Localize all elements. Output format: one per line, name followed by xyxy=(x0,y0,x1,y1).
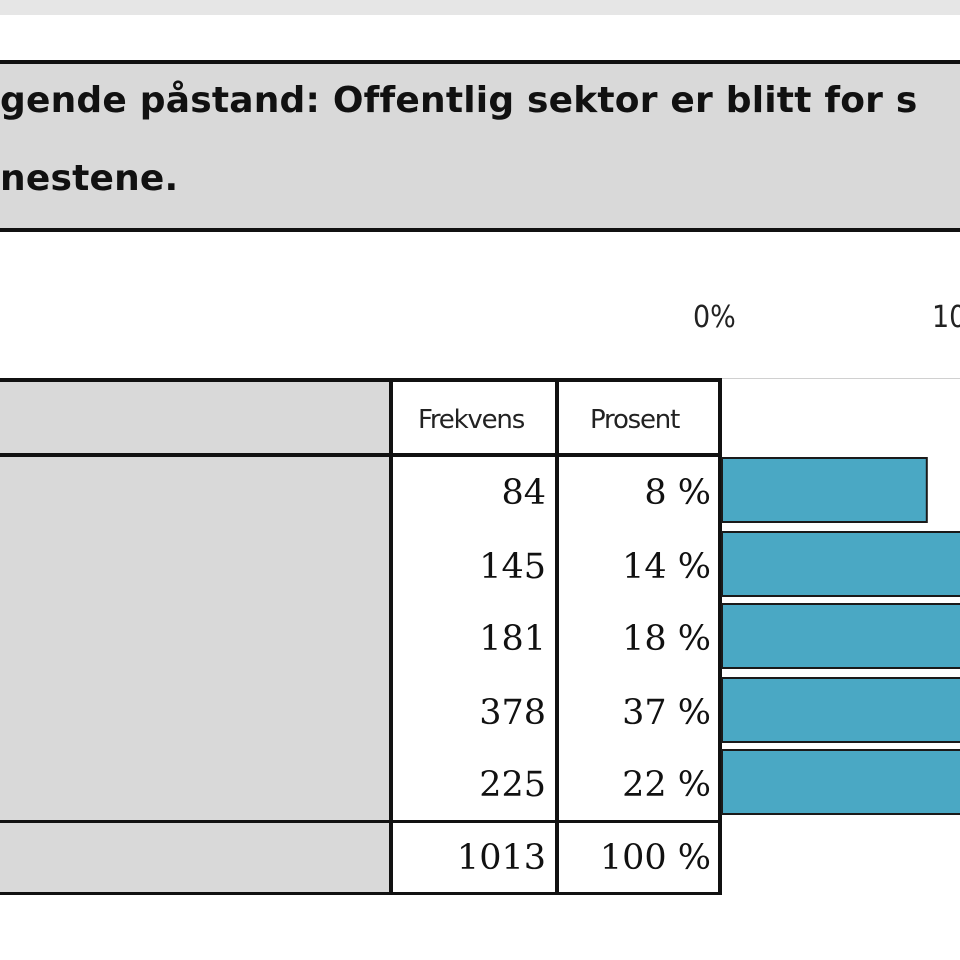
bar-5 xyxy=(721,749,960,815)
chart-top-line xyxy=(722,378,960,379)
table-top-border xyxy=(0,378,722,382)
total-top-border xyxy=(0,820,722,823)
question-title-line-2: nestene. xyxy=(0,158,179,199)
header-prosent: Prosent xyxy=(590,405,680,435)
bar-2 xyxy=(721,531,960,597)
bar-1 xyxy=(721,457,928,523)
row-2-prosent: 14 % xyxy=(622,547,711,587)
table-bottom-border xyxy=(0,892,722,895)
header-bottom-border xyxy=(0,453,722,457)
row-4-prosent: 37 % xyxy=(622,693,711,733)
total-frekvens: 1013 xyxy=(456,838,546,878)
row-3-frekvens: 181 xyxy=(479,619,546,659)
axis-tick-0: 0% xyxy=(693,300,736,335)
bar-3 xyxy=(721,603,960,669)
row-1-frekvens: 84 xyxy=(501,473,546,513)
row-3-prosent: 18 % xyxy=(622,619,711,659)
header-frekvens: Frekvens xyxy=(418,405,525,435)
bar-4 xyxy=(721,677,960,743)
col-divider-2 xyxy=(555,378,559,895)
col-divider-1 xyxy=(389,378,393,895)
question-box xyxy=(0,60,960,232)
row-1-prosent: 8 % xyxy=(644,473,711,513)
top-strip xyxy=(0,0,960,15)
row-5-frekvens: 225 xyxy=(479,765,546,805)
row-2-frekvens: 145 xyxy=(479,547,546,587)
row-4-frekvens: 378 xyxy=(479,693,546,733)
col-divider-3 xyxy=(718,378,722,895)
bar-chart xyxy=(721,457,960,815)
axis-tick-10: 10 xyxy=(932,300,960,335)
question-title-line-1: gende påstand: Offentlig sektor er blitt… xyxy=(0,80,918,121)
row-5-prosent: 22 % xyxy=(622,765,711,805)
category-column xyxy=(0,381,390,894)
total-prosent: 100 % xyxy=(599,838,711,878)
